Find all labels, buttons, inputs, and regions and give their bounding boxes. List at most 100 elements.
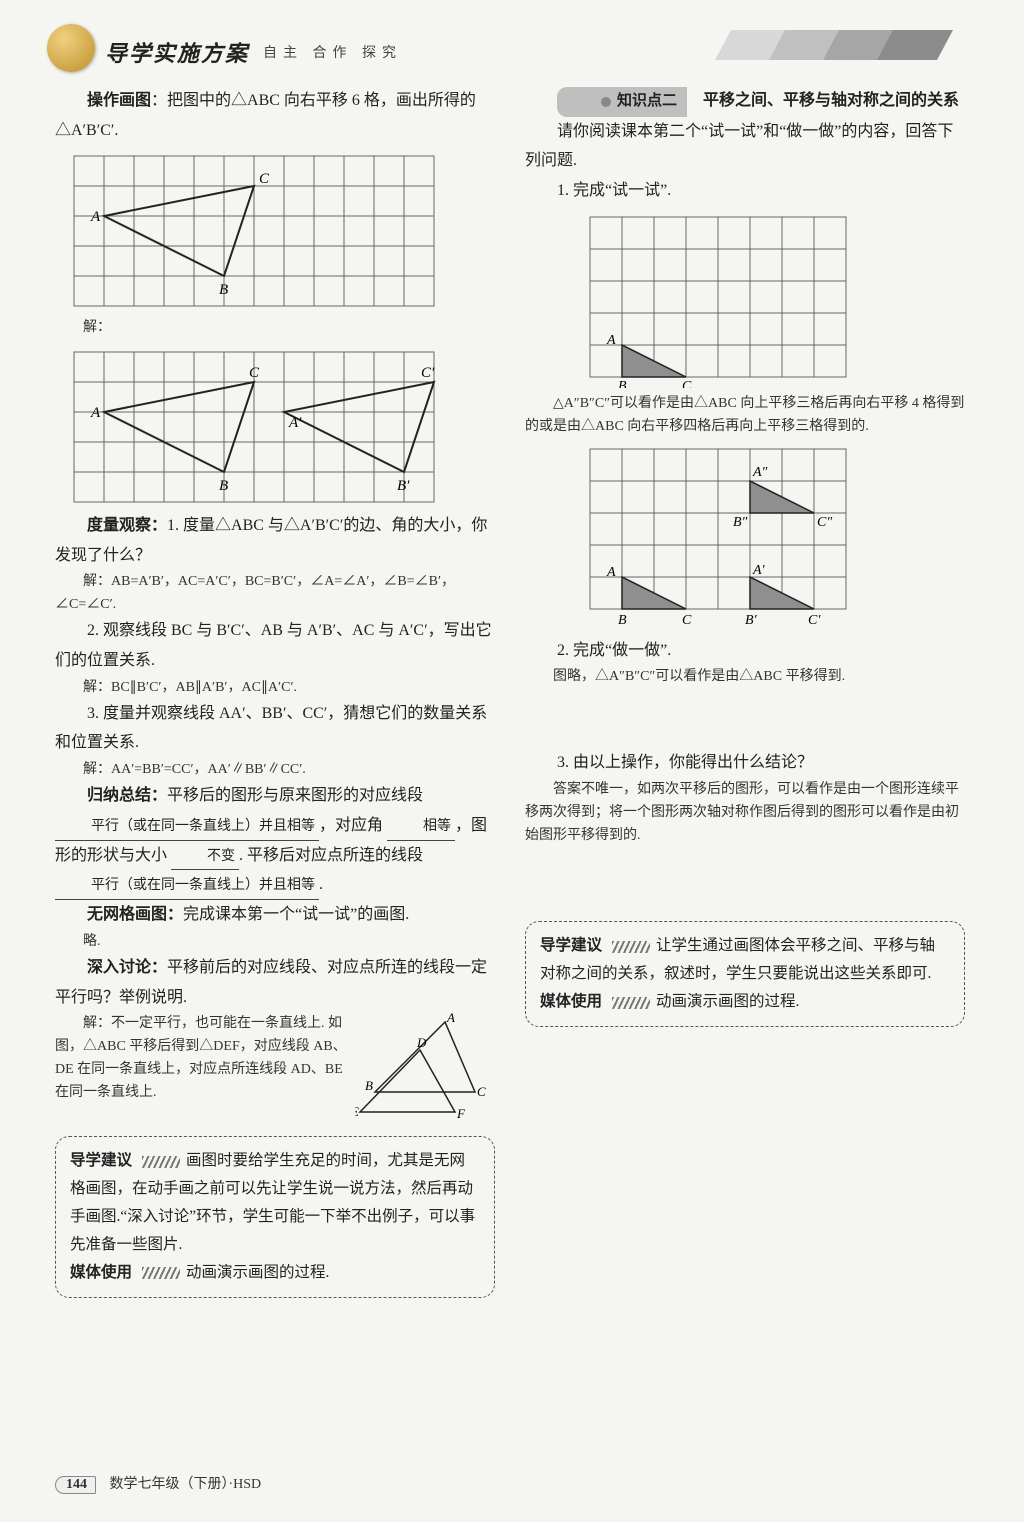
right-q2: 2. 完成“做一做”. bbox=[525, 636, 965, 666]
svg-text:C: C bbox=[682, 379, 692, 388]
svg-text:C: C bbox=[477, 1084, 486, 1099]
spacer bbox=[525, 688, 965, 748]
footer: 144 数学七年级（下册）·HSD bbox=[55, 1473, 261, 1494]
jie-label: 解： bbox=[55, 315, 495, 341]
svg-text:A″: A″ bbox=[752, 465, 768, 480]
content-columns: 操作画图：把图中的△ABC 向右平移 6 格，画出所得的△A′B′C′. A B… bbox=[55, 86, 969, 1298]
op-label: 操作画图 bbox=[87, 92, 151, 109]
svg-text:E: E bbox=[355, 1104, 359, 1119]
right-a3: 答案不唯一，如两次平移后的图形，可以看作是由一个图形连续平移两次得到；将一个图形… bbox=[525, 778, 965, 847]
svg-text:B: B bbox=[219, 478, 228, 494]
svg-text:A: A bbox=[606, 565, 616, 580]
operation-heading: 操作画图：把图中的△ABC 向右平移 6 格，画出所得的△A′B′C′. bbox=[55, 86, 495, 145]
deep-line: 深入讨论：平移前后的对应线段、对应点所连的线段一定平行吗？举例说明. bbox=[55, 953, 495, 1012]
svg-text:A′: A′ bbox=[752, 563, 766, 578]
measure-a2: 解：BC∥B′C′，AB∥A′B′，AC∥A′C′. bbox=[55, 676, 495, 699]
svg-text:C: C bbox=[249, 365, 260, 381]
header-subtitle: 自主 合作 探究 bbox=[263, 42, 402, 62]
nogrid-line: 无网格画图：完成课本第一个“试一试”的画图. bbox=[55, 900, 495, 930]
knowledge-point-header: 知识点二 平移之间、平移与轴对称之间的关系 bbox=[525, 86, 965, 117]
ng-label: 无网格画图： bbox=[87, 906, 183, 923]
hatch-icon bbox=[142, 1156, 180, 1168]
sum-t2: ，对应角 bbox=[319, 817, 383, 834]
svg-text:B′: B′ bbox=[745, 613, 758, 628]
grid-figure-1: A B C bbox=[69, 151, 441, 311]
kp-tag: 知识点二 bbox=[557, 87, 687, 117]
page-number: 144 bbox=[55, 1476, 96, 1494]
sum-t4: . 平移后对应点所连的线段 bbox=[239, 847, 423, 864]
deep-ans: 解：不一定平行，也可能在一条直线上. 如图，△ABC 平移后得到△DEF，对应线… bbox=[55, 1012, 349, 1104]
svg-text:A: A bbox=[90, 405, 101, 421]
callout-lead-1: 导学建议 bbox=[70, 1147, 132, 1175]
spacer bbox=[525, 847, 965, 907]
svg-text:C″: C″ bbox=[817, 515, 832, 530]
callout-left-1: 导学建议画图时要给学生充足的时间，尤其是无网格画图，在动手画之前可以先让学生说一… bbox=[70, 1147, 480, 1259]
deep-answer-row: 解：不一定平行，也可能在一条直线上. 如图，△ABC 平移后得到△DEF，对应线… bbox=[55, 1012, 495, 1122]
right-a2: 图略，△A″B″C″可以看作是由△ABC 平移得到. bbox=[525, 665, 965, 688]
measure-q2: 2. 观察线段 BC 与 B′C′、AB 与 A′B′、AC 与 A′C′，写出… bbox=[55, 616, 495, 675]
right-column: 知识点二 平移之间、平移与轴对称之间的关系 请你阅读课本第二个“试一试”和“做一… bbox=[525, 86, 965, 1298]
callout-r-body-2: 动画演示画图的过程. bbox=[656, 993, 799, 1010]
hatch-icon bbox=[612, 997, 650, 1009]
measure-q1: 度量观察：1. 度量△ABC 与△A′B′C′的边、角的大小，你发现了什么？ bbox=[55, 511, 495, 570]
callout-left-2: 媒体使用 动画演示画图的过程. bbox=[70, 1259, 480, 1287]
svg-text:D: D bbox=[416, 1035, 427, 1050]
callout-r-lead-1: 导学建议 bbox=[540, 932, 602, 960]
grid-figure-r1: A B C bbox=[585, 212, 857, 388]
grid-figure-2: A B C A′ B′ C′ bbox=[69, 347, 441, 507]
sum-blank-2: 相等 bbox=[387, 814, 455, 841]
measure-a3: 解：AA′=BB′=CC′，AA′∥BB′∥CC′. bbox=[55, 758, 495, 781]
deep-triangle-figure: A D B C E F bbox=[355, 1012, 495, 1122]
svg-text:C: C bbox=[682, 613, 692, 628]
callout-left: 导学建议画图时要给学生充足的时间，尤其是无网格画图，在动手画之前可以先让学生说一… bbox=[55, 1136, 495, 1297]
svg-text:B: B bbox=[219, 282, 228, 298]
grid-figure-r2: A B C A′ B′ C′ A″ B″ C″ bbox=[585, 444, 857, 632]
measure-q3: 3. 度量并观察线段 AA′、BB′、CC′，猜想它们的数量关系和位置关系. bbox=[55, 699, 495, 758]
svg-text:B: B bbox=[365, 1078, 373, 1093]
kp-title: 平移之间、平移与轴对称之间的关系 bbox=[703, 92, 959, 109]
sum-label: 归纳总结： bbox=[87, 787, 167, 804]
callout-r-lead-2: 媒体使用 bbox=[540, 988, 602, 1016]
svg-text:A: A bbox=[90, 209, 101, 225]
right-cap1: △A″B″C″可以看作是由△ABC 向上平移三格后再向右平移 4 格得到的或是由… bbox=[525, 392, 965, 438]
nogrid-ans: 略. bbox=[55, 930, 495, 953]
callout-right-2: 媒体使用 动画演示画图的过程. bbox=[540, 988, 950, 1016]
callout-body-2: 动画演示画图的过程. bbox=[186, 1264, 329, 1281]
svg-text:A′: A′ bbox=[288, 415, 302, 431]
callout-right: 导学建议让学生通过画图体会平移之间、平移与轴对称之间的关系，叙述时，学生只要能说… bbox=[525, 921, 965, 1027]
header-badge-icon bbox=[47, 24, 95, 72]
svg-text:A: A bbox=[606, 333, 616, 348]
svg-text:C′: C′ bbox=[808, 613, 821, 628]
header-title: 导学实施方案 bbox=[105, 36, 249, 68]
header: 导学实施方案 自主 合作 探究 bbox=[55, 30, 969, 72]
right-q1: 1. 完成“试一试”. bbox=[525, 176, 965, 206]
sum-t5: . bbox=[319, 876, 323, 893]
summary: 归纳总结：平移后的图形与原来图形的对应线段 平行（或在同一条直线上）并且相等，对… bbox=[55, 781, 495, 900]
ng-text: 完成课本第一个“试一试”的画图. bbox=[183, 906, 409, 923]
svg-text:C′: C′ bbox=[421, 365, 435, 381]
page: 导学实施方案 自主 合作 探究 操作画图：把图中的△ABC 向右平移 6 格，画… bbox=[0, 0, 1024, 1522]
deep-label: 深入讨论： bbox=[87, 959, 167, 976]
right-intro: 请你阅读课本第二个“试一试”和“做一做”的内容，回答下列问题. bbox=[525, 117, 965, 176]
hatch-icon bbox=[142, 1267, 180, 1279]
sum-blank-3: 不变 bbox=[171, 844, 239, 871]
svg-text:B″: B″ bbox=[733, 515, 748, 530]
book-title: 数学七年级（下册）·HSD bbox=[110, 1477, 262, 1492]
svg-text:C: C bbox=[259, 171, 270, 187]
sum-blank-1: 平行（或在同一条直线上）并且相等 bbox=[55, 814, 319, 841]
svg-text:B′: B′ bbox=[397, 478, 410, 494]
right-q3: 3. 由以上操作，你能得出什么结论？ bbox=[525, 748, 965, 778]
callout-lead-2: 媒体使用 bbox=[70, 1259, 132, 1287]
header-stripes-icon bbox=[729, 30, 989, 68]
sum-t1: 平移后的图形与原来图形的对应线段 bbox=[167, 787, 423, 804]
svg-text:B: B bbox=[618, 379, 627, 388]
svg-text:A: A bbox=[446, 1012, 455, 1025]
left-column: 操作画图：把图中的△ABC 向右平移 6 格，画出所得的△A′B′C′. A B… bbox=[55, 86, 495, 1298]
svg-text:F: F bbox=[456, 1106, 466, 1121]
meas-label: 度量观察： bbox=[87, 517, 167, 534]
callout-right-1: 导学建议让学生通过画图体会平移之间、平移与轴对称之间的关系，叙述时，学生只要能说… bbox=[540, 932, 950, 988]
sum-blank-4: 平行（或在同一条直线上）并且相等 bbox=[55, 873, 319, 900]
hatch-icon bbox=[612, 941, 650, 953]
svg-text:B: B bbox=[618, 613, 627, 628]
measure-a1: 解：AB=A′B′，AC=A′C′，BC=B′C′，∠A=∠A′，∠B=∠B′，… bbox=[55, 570, 495, 616]
